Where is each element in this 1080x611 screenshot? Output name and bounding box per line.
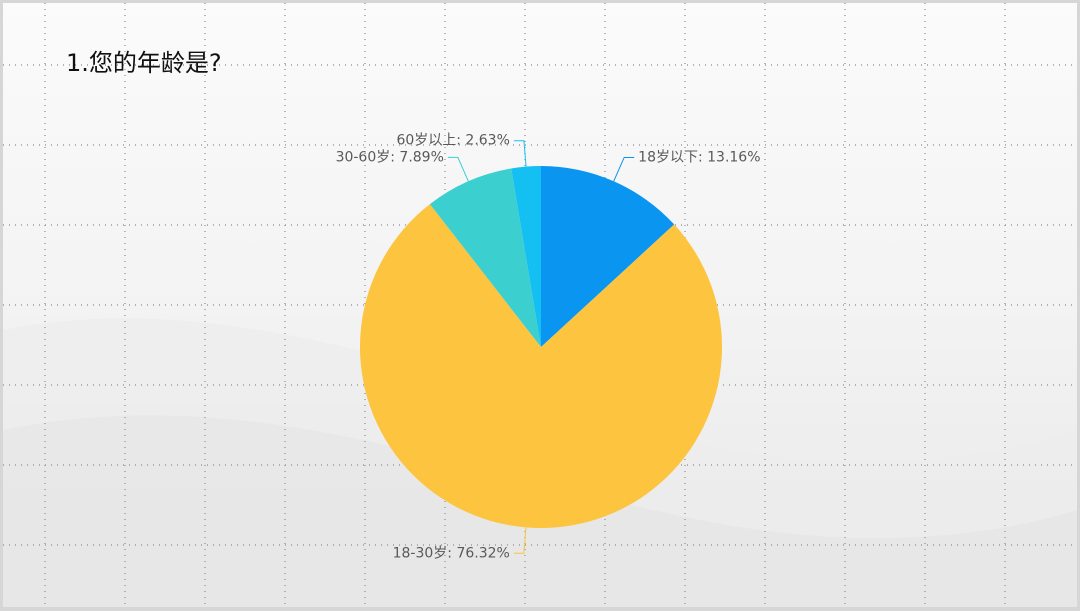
leader-line — [613, 156, 635, 182]
leader-line — [447, 156, 469, 182]
pie-slice — [541, 166, 675, 347]
data-label: 18-30岁: 76.32% — [393, 545, 510, 561]
leader-line — [513, 527, 527, 554]
pie-slice — [429, 168, 541, 347]
chart-title: 1.您的年龄是? — [66, 49, 222, 77]
data-label: 60岁以上: 2.63% — [396, 133, 509, 149]
dotted-grid — [3, 3, 1077, 607]
pie-slice — [360, 204, 722, 529]
pie-slice — [511, 166, 541, 347]
data-label: 30-60岁: 7.89% — [336, 149, 444, 165]
leader-line — [513, 140, 527, 167]
data-label: 18岁以下: 13.16% — [638, 149, 760, 165]
